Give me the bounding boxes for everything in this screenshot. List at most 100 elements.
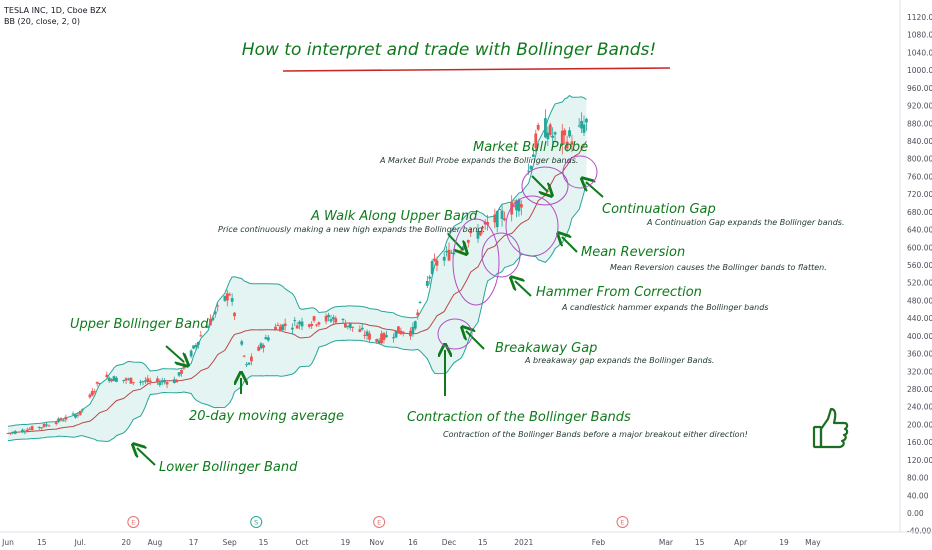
indicator-legend[interactable]: BB (20, close, 2, 0) xyxy=(4,17,80,26)
candle[interactable] xyxy=(247,362,251,366)
candle[interactable] xyxy=(141,380,145,386)
candle[interactable] xyxy=(483,219,487,230)
candle[interactable] xyxy=(143,377,147,385)
candle[interactable] xyxy=(250,353,253,366)
candle[interactable] xyxy=(223,295,227,302)
candle[interactable] xyxy=(476,223,480,243)
candle[interactable] xyxy=(127,377,130,381)
candle[interactable] xyxy=(553,131,557,143)
candle[interactable] xyxy=(230,293,234,306)
candle[interactable] xyxy=(274,323,277,331)
candle[interactable] xyxy=(74,413,77,419)
candle[interactable] xyxy=(228,292,232,297)
candle[interactable] xyxy=(194,342,198,350)
candle[interactable] xyxy=(377,337,381,345)
candle[interactable] xyxy=(278,323,282,332)
symbol-header[interactable]: TESLA INC, 1D, Cboe BZX xyxy=(4,6,107,15)
candle[interactable] xyxy=(295,322,299,329)
candle[interactable] xyxy=(469,228,473,238)
candle[interactable] xyxy=(76,412,80,418)
candle[interactable] xyxy=(519,200,523,216)
candle[interactable] xyxy=(348,323,352,331)
candle[interactable] xyxy=(329,314,333,323)
candle[interactable] xyxy=(544,109,547,139)
candle[interactable] xyxy=(146,375,150,384)
candle[interactable] xyxy=(418,300,422,304)
candle[interactable] xyxy=(531,148,535,158)
candle[interactable] xyxy=(54,420,58,426)
candle[interactable] xyxy=(560,124,564,155)
candle[interactable] xyxy=(568,127,571,139)
candle[interactable] xyxy=(360,323,364,331)
candle[interactable] xyxy=(447,242,451,262)
candle[interactable] xyxy=(317,321,321,327)
candle[interactable] xyxy=(175,378,179,383)
candle[interactable] xyxy=(160,377,164,386)
candle[interactable] xyxy=(324,313,328,325)
candle[interactable] xyxy=(71,411,75,416)
candle[interactable] xyxy=(213,310,217,318)
candle[interactable] xyxy=(401,331,405,337)
candle[interactable] xyxy=(298,319,302,330)
candle[interactable] xyxy=(283,318,287,331)
candle[interactable] xyxy=(156,376,159,385)
candle[interactable] xyxy=(276,322,280,327)
candle[interactable] xyxy=(206,323,210,329)
candle[interactable] xyxy=(493,208,497,229)
candle[interactable] xyxy=(42,422,46,428)
candle[interactable] xyxy=(124,377,128,384)
candle[interactable] xyxy=(548,122,552,137)
candle[interactable] xyxy=(344,319,347,328)
earnings-event-marker[interactable]: E xyxy=(373,516,386,528)
candle[interactable] xyxy=(139,379,142,386)
candle[interactable] xyxy=(327,312,330,322)
candle[interactable] xyxy=(397,326,400,334)
candle[interactable] xyxy=(365,329,369,340)
candle[interactable] xyxy=(384,330,388,338)
candle[interactable] xyxy=(486,214,489,231)
candle[interactable] xyxy=(312,315,316,323)
candle[interactable] xyxy=(64,414,68,423)
candle[interactable] xyxy=(392,333,395,343)
candle[interactable] xyxy=(115,376,118,383)
candle[interactable] xyxy=(563,128,567,144)
candle[interactable] xyxy=(442,251,446,267)
candle[interactable] xyxy=(495,210,499,233)
candle[interactable] xyxy=(300,317,304,331)
candle[interactable] xyxy=(131,382,135,386)
candle[interactable] xyxy=(37,426,41,430)
candle[interactable] xyxy=(158,378,162,388)
candle[interactable] xyxy=(281,324,285,332)
candle[interactable] xyxy=(40,427,44,430)
candle[interactable] xyxy=(536,122,540,132)
candle[interactable] xyxy=(425,275,429,289)
candle[interactable] xyxy=(209,314,212,326)
candle[interactable] xyxy=(399,327,403,335)
candle[interactable] xyxy=(503,211,506,222)
candle[interactable] xyxy=(98,382,101,385)
candle[interactable] xyxy=(565,135,569,153)
candle[interactable] xyxy=(585,117,588,131)
candle[interactable] xyxy=(199,330,203,337)
lower-bollinger-band-line[interactable] xyxy=(7,182,587,443)
candle[interactable] xyxy=(430,258,434,277)
candle[interactable] xyxy=(435,256,439,272)
candle[interactable] xyxy=(409,327,412,340)
candle[interactable] xyxy=(375,338,379,344)
candle[interactable] xyxy=(413,320,417,331)
candle[interactable] xyxy=(112,375,116,382)
candle[interactable] xyxy=(307,323,311,329)
candle[interactable] xyxy=(78,410,82,416)
candle[interactable] xyxy=(242,355,246,358)
candle[interactable] xyxy=(90,387,94,397)
candle[interactable] xyxy=(148,377,152,386)
candle[interactable] xyxy=(551,127,555,146)
candle[interactable] xyxy=(450,249,453,255)
candle[interactable] xyxy=(233,312,236,321)
candle[interactable] xyxy=(582,115,586,136)
candle[interactable] xyxy=(481,225,485,234)
candle[interactable] xyxy=(23,429,27,435)
candle[interactable] xyxy=(262,343,265,353)
candle[interactable] xyxy=(266,334,270,342)
earnings-event-marker[interactable]: E xyxy=(616,516,629,528)
